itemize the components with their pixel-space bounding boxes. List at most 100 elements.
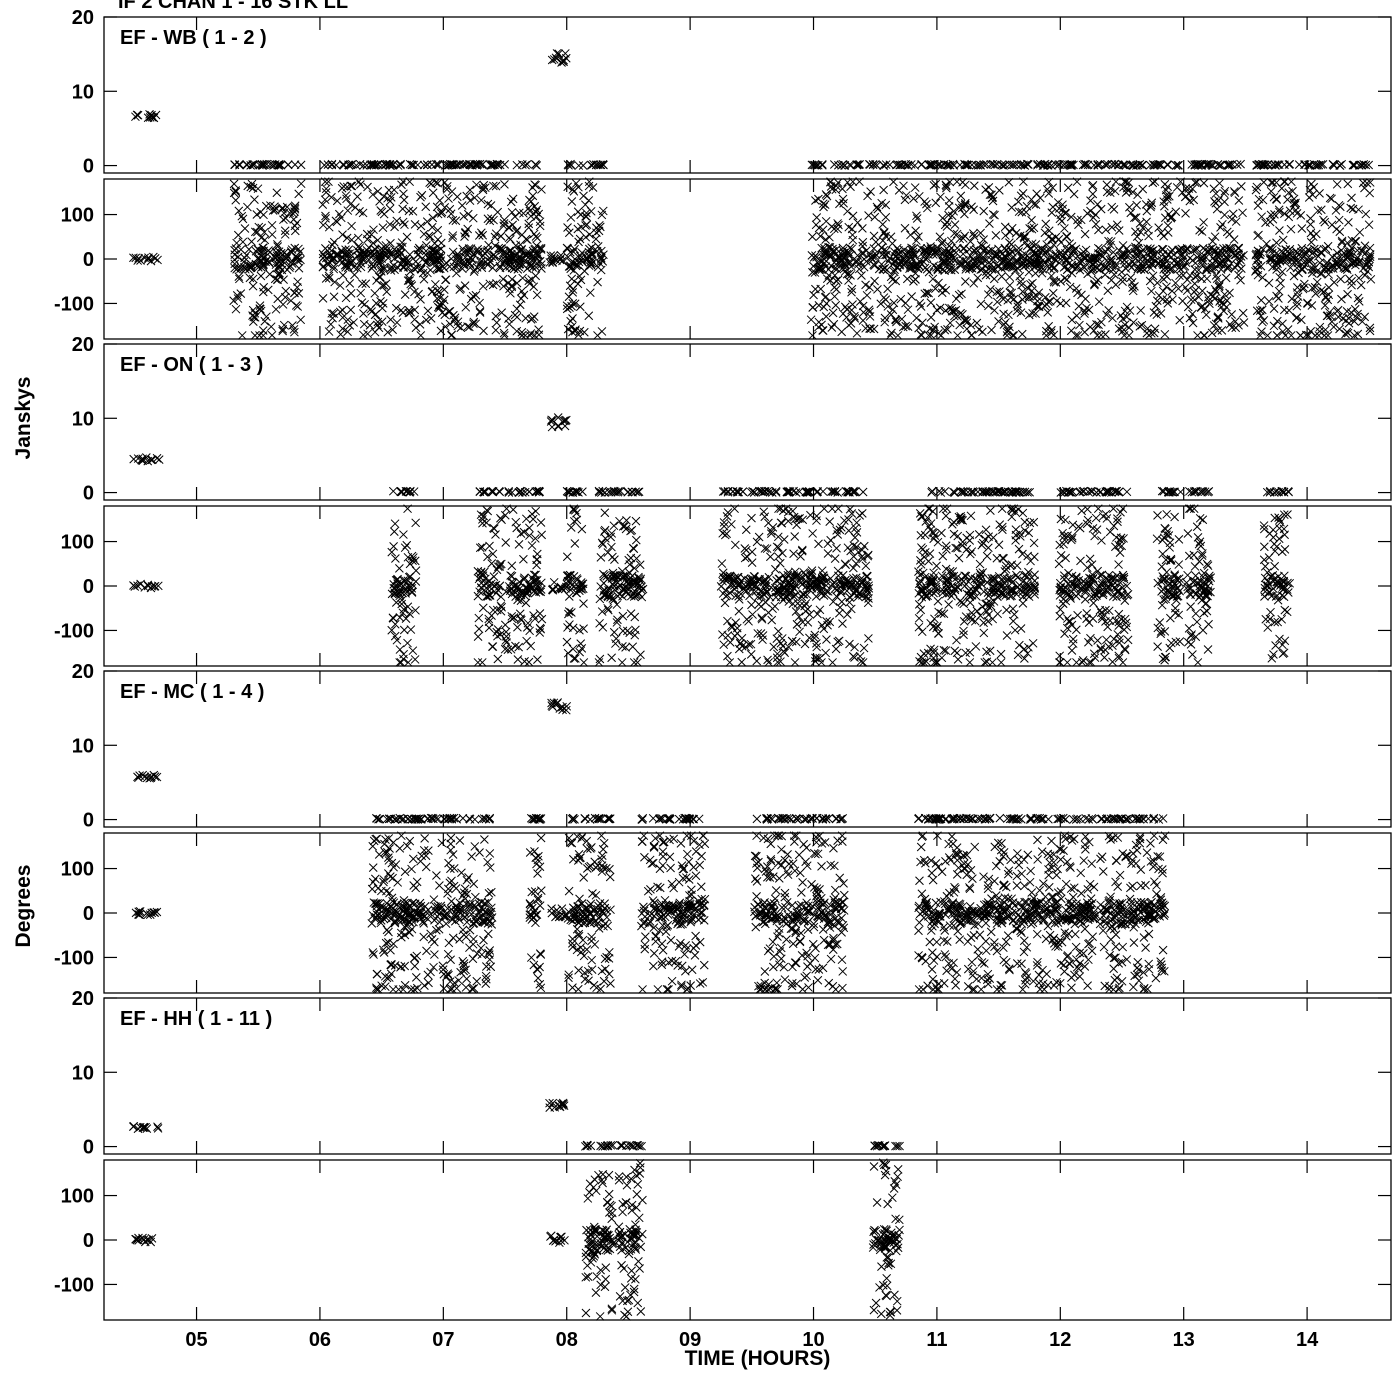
data-point-marker <box>379 265 389 275</box>
data-point-marker <box>345 321 355 330</box>
data-point-marker <box>814 301 824 310</box>
data-point-marker <box>848 211 858 221</box>
data-point-marker <box>359 319 369 329</box>
data-point-marker <box>527 541 537 550</box>
data-point-marker <box>507 281 517 290</box>
data-point-marker <box>460 281 470 291</box>
data-point-marker <box>373 320 382 330</box>
data-point-marker <box>1210 232 1220 242</box>
data-point-marker <box>858 241 868 251</box>
data-point-marker <box>321 211 330 221</box>
data-point-marker <box>843 543 853 553</box>
data-point-marker <box>342 233 352 243</box>
data-point-marker <box>771 488 781 497</box>
data-point-marker <box>1062 275 1072 285</box>
data-point-marker <box>1056 299 1065 308</box>
data-point-marker <box>1048 288 1058 298</box>
data-point-marker <box>1256 311 1266 321</box>
data-point-marker <box>577 524 587 534</box>
data-point-marker <box>579 327 589 337</box>
data-point-marker <box>410 264 420 274</box>
data-point-marker <box>887 328 896 338</box>
data-point-marker <box>323 246 333 256</box>
data-point-marker <box>287 259 297 268</box>
data-point-marker <box>521 234 531 244</box>
data-point-marker <box>267 220 277 230</box>
data-point-marker <box>529 229 539 239</box>
data-point-marker <box>1053 198 1063 207</box>
data-point-marker <box>154 455 164 464</box>
data-point-marker <box>278 326 288 336</box>
data-point-marker <box>1124 323 1134 332</box>
data-point-marker <box>242 160 251 170</box>
data-point-marker <box>1014 544 1024 554</box>
data-point-marker <box>377 317 387 327</box>
data-point-marker <box>935 303 945 313</box>
data-point-marker <box>1174 160 1183 170</box>
data-point-marker <box>914 622 924 632</box>
data-point-marker <box>566 261 575 271</box>
data-point-marker <box>395 564 404 573</box>
data-point-marker <box>1195 225 1204 235</box>
data-point-marker <box>818 326 828 335</box>
data-point-marker <box>917 627 927 637</box>
data-point-marker <box>419 229 429 239</box>
data-point-marker <box>480 183 490 193</box>
data-point-marker <box>432 286 442 296</box>
data-point-marker <box>405 159 415 169</box>
data-point-marker <box>414 249 423 259</box>
data-point-marker <box>521 160 530 170</box>
data-point-marker <box>746 650 756 659</box>
data-point-marker <box>1135 219 1145 228</box>
data-point-marker <box>338 324 347 333</box>
data-point-marker <box>528 191 538 201</box>
data-point-marker <box>839 198 848 208</box>
data-point-marker <box>416 295 425 304</box>
data-point-marker <box>1129 318 1138 327</box>
data-point-marker <box>1100 159 1110 169</box>
data-point-marker <box>535 609 545 618</box>
data-point-marker <box>437 207 447 217</box>
data-point-marker <box>1216 223 1225 232</box>
data-point-marker <box>926 313 936 322</box>
data-point-marker <box>1008 616 1018 626</box>
data-point-marker <box>491 229 501 239</box>
data-point-marker <box>397 180 406 190</box>
data-point-marker <box>502 254 512 264</box>
data-point-marker <box>513 655 523 664</box>
data-point-marker <box>1343 179 1353 189</box>
data-point-marker <box>501 538 511 547</box>
data-point-marker <box>997 160 1006 170</box>
data-point-marker <box>229 179 239 189</box>
data-point-marker <box>828 658 837 667</box>
data-point-marker <box>861 280 870 290</box>
data-point-marker <box>946 265 956 275</box>
data-point-marker <box>356 288 366 298</box>
data-point-marker <box>247 179 257 189</box>
data-point-marker <box>290 204 300 214</box>
data-point-marker <box>279 215 288 225</box>
data-point-marker <box>329 262 339 272</box>
data-point-marker <box>554 49 564 59</box>
data-point-marker <box>568 314 577 323</box>
data-point-marker <box>914 613 924 623</box>
data-point-marker <box>832 284 841 294</box>
data-point-marker <box>1023 160 1033 169</box>
data-point-marker <box>734 606 744 616</box>
data-point-marker <box>411 518 421 528</box>
data-point-marker <box>834 608 844 618</box>
data-point-marker <box>489 524 499 533</box>
data-point-marker <box>493 207 503 217</box>
data-point-marker <box>953 331 962 340</box>
phase-frame <box>103 832 1392 994</box>
data-point-marker <box>1218 219 1227 229</box>
data-point-marker <box>1225 229 1234 239</box>
data-point-marker <box>231 186 241 195</box>
data-point-marker <box>1220 197 1229 207</box>
data-point-marker <box>972 318 982 328</box>
data-point-marker <box>858 224 867 233</box>
data-point-marker <box>324 177 333 187</box>
data-point-marker <box>1001 231 1010 240</box>
data-point-marker <box>1081 245 1091 255</box>
data-point-marker <box>536 245 546 254</box>
